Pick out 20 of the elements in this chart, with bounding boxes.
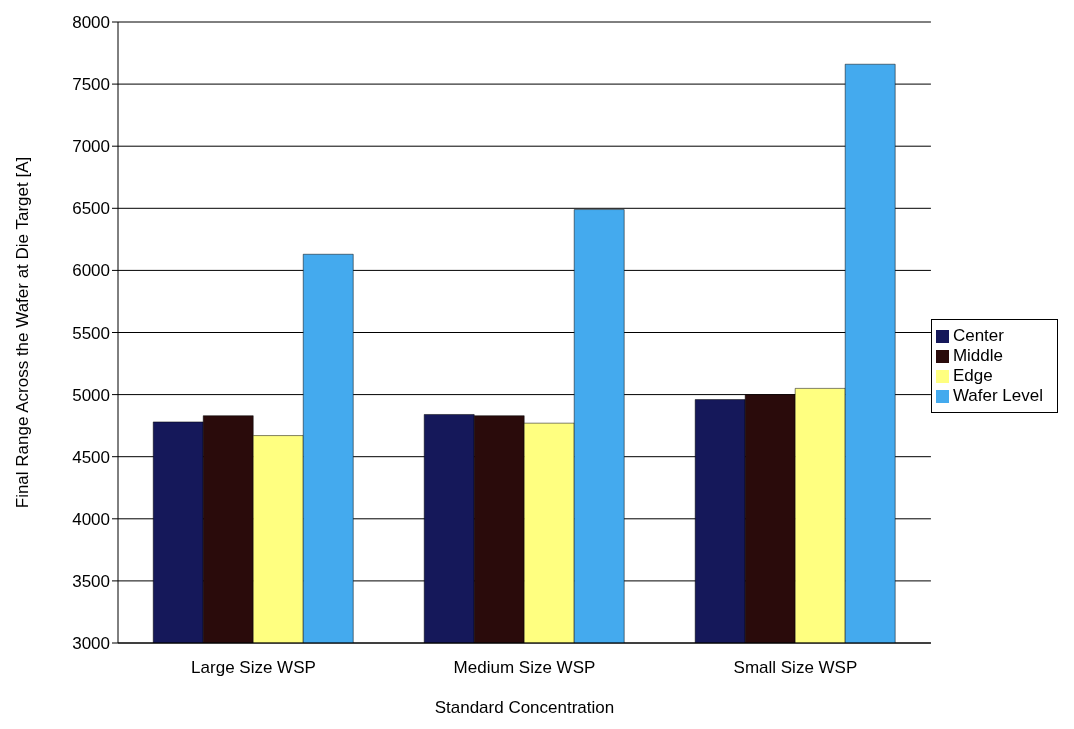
x-axis-title: Standard Concentration	[434, 698, 615, 717]
x-tick-label: Medium Size WSP	[453, 658, 596, 678]
y-tick-label: 3000	[72, 634, 110, 654]
y-tick-label: 4000	[72, 509, 110, 529]
x-tick-label: Small Size WSP	[733, 658, 858, 678]
y-tick-label: 6000	[72, 261, 110, 281]
y-tick-label: 3500	[72, 571, 110, 591]
y-tick-label: 4500	[72, 447, 110, 467]
legend-label: Edge	[952, 365, 993, 385]
y-tick-label: 6500	[72, 199, 110, 219]
y-tick-label: 8000	[72, 13, 110, 33]
legend-label: Wafer Level	[952, 385, 1043, 405]
y-tick-label: 5500	[72, 323, 110, 343]
y-axis-title: Final Range Across the Wafer at Die Target [A]	[13, 156, 33, 509]
y-tick-label: 7500	[72, 75, 110, 95]
legend-label: Middle	[952, 345, 1004, 365]
y-tick-label: 7000	[72, 137, 110, 157]
x-tick-label: Large Size WSP	[191, 658, 316, 678]
legend-label: Center	[952, 325, 1004, 345]
y-tick-label: 5000	[72, 385, 110, 405]
